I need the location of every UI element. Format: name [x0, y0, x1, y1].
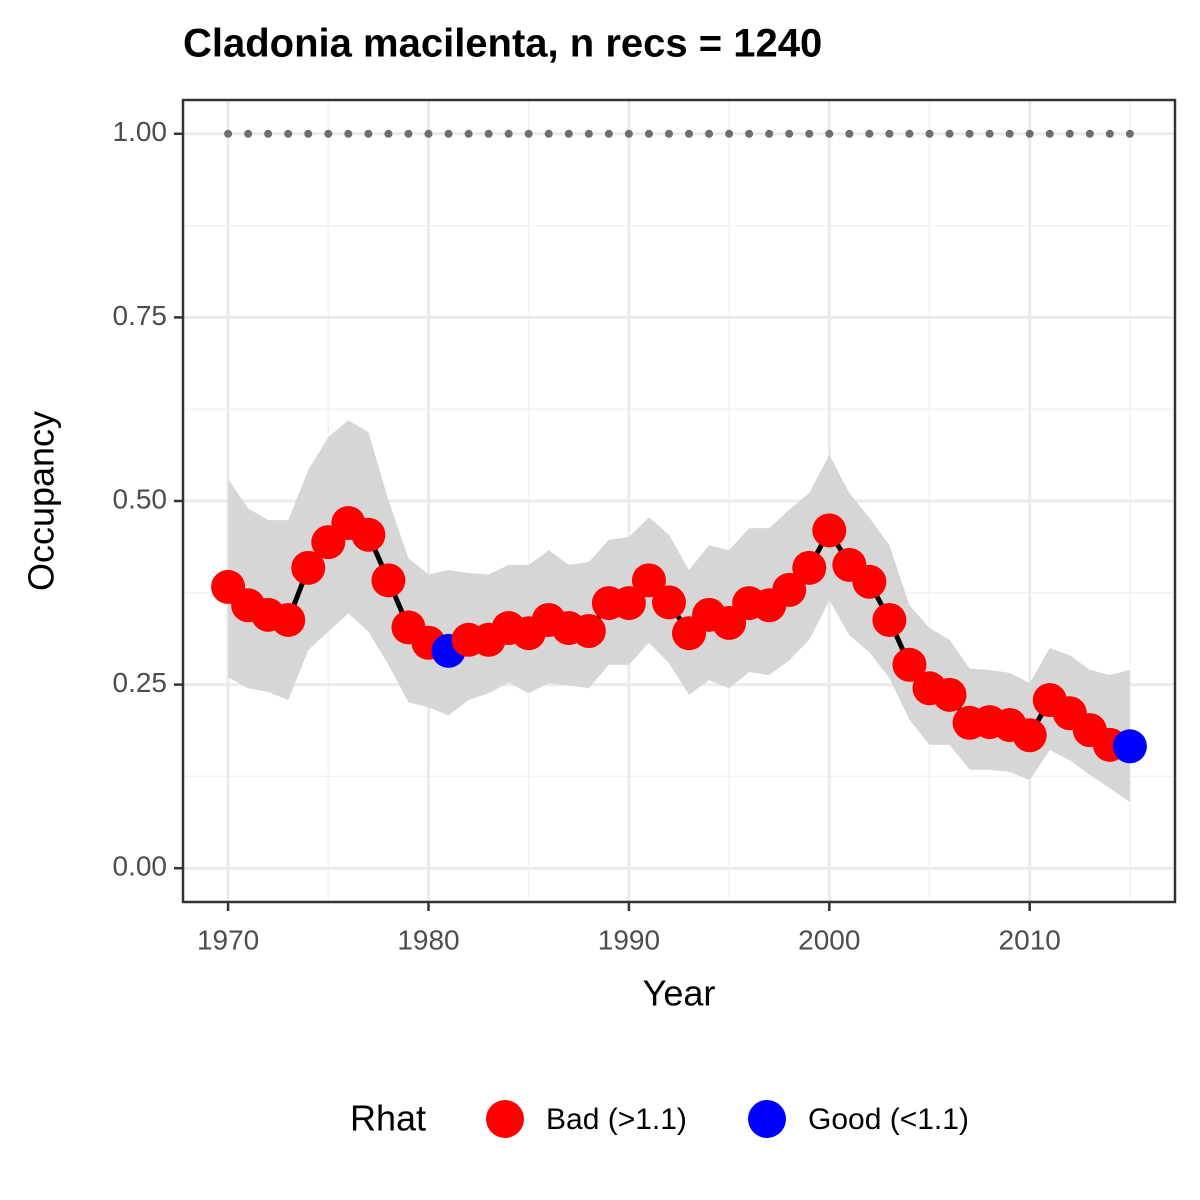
x-tick-label: 1990 — [598, 924, 660, 955]
reference-dot — [424, 129, 433, 138]
reference-dot — [1085, 129, 1094, 138]
reference-dot — [644, 129, 653, 138]
reference-dot — [845, 129, 854, 138]
legend-swatch — [748, 1100, 786, 1138]
occupancy-point — [852, 564, 887, 599]
reference-dot — [524, 129, 533, 138]
reference-dot — [885, 129, 894, 138]
reference-dot — [484, 129, 493, 138]
legend-label: Bad (>1.1) — [546, 1103, 687, 1136]
reference-dot — [765, 129, 774, 138]
reference-dot — [304, 129, 313, 138]
reference-dot — [785, 129, 794, 138]
reference-dot — [805, 129, 814, 138]
occupancy-point — [892, 647, 927, 682]
reference-dot — [544, 129, 553, 138]
reference-dot — [1065, 129, 1074, 138]
x-tick-label: 1980 — [397, 924, 459, 955]
reference-dot — [865, 129, 874, 138]
x-axis-title: Year — [643, 973, 716, 1014]
occupancy-point — [371, 563, 406, 598]
panel-border — [181, 98, 1177, 904]
occupancy-point — [611, 586, 646, 621]
x-tick-label: 2010 — [999, 924, 1061, 955]
reference-dot — [1105, 129, 1114, 138]
y-tick-label: 0.50 — [113, 483, 168, 514]
occupancy-point — [1112, 729, 1147, 764]
reference-dot — [985, 129, 994, 138]
reference-dot — [965, 129, 974, 138]
reference-dot — [504, 129, 513, 138]
reference-dot — [264, 129, 273, 138]
reference-dot — [604, 129, 613, 138]
reference-dot — [324, 129, 333, 138]
reference-dot — [905, 129, 914, 138]
reference-dot — [244, 129, 253, 138]
reference-dot — [1005, 129, 1014, 138]
y-axis-title: Occupancy — [21, 411, 62, 591]
reference-dot — [584, 129, 593, 138]
reference-dot — [1025, 129, 1034, 138]
occupancy-point — [772, 572, 807, 607]
legend-label: Good (<1.1) — [808, 1103, 969, 1136]
y-tick-label: 0.00 — [113, 851, 168, 882]
occupancy-point — [271, 602, 306, 637]
reference-dot — [344, 129, 353, 138]
occupancy-point — [631, 563, 666, 598]
reference-dot — [1045, 129, 1054, 138]
reference-dot — [384, 129, 393, 138]
x-tick-label: 2000 — [798, 924, 860, 955]
reference-dot — [925, 129, 934, 138]
y-tick-label: 1.00 — [113, 116, 168, 147]
reference-dot — [444, 129, 453, 138]
occupancy-point — [932, 677, 967, 712]
occupancy-point — [872, 602, 907, 637]
y-tick-label: 0.75 — [113, 300, 168, 331]
reference-dot — [624, 129, 633, 138]
reference-dot — [705, 129, 714, 138]
reference-dot — [364, 129, 373, 138]
reference-dot — [725, 129, 734, 138]
reference-dot — [224, 129, 233, 138]
chart-title: Cladonia macilenta, n recs = 1240 — [183, 22, 822, 66]
occupancy-point — [291, 550, 326, 585]
reference-dot — [464, 129, 473, 138]
reference-dot — [284, 129, 293, 138]
reference-dot — [664, 129, 673, 138]
legend-title: Rhat — [350, 1098, 426, 1139]
reference-dot — [564, 129, 573, 138]
reference-dot — [685, 129, 694, 138]
occupancy-point — [651, 585, 686, 620]
reference-dot — [745, 129, 754, 138]
reference-dot — [945, 129, 954, 138]
occupancy-point — [812, 513, 847, 548]
occupancy-point — [792, 550, 827, 585]
occupancy-point — [1012, 718, 1047, 753]
reference-dot — [404, 129, 413, 138]
occupancy-point — [351, 517, 386, 552]
reference-dot — [1125, 129, 1134, 138]
occupancy-point — [571, 613, 606, 648]
x-tick-label: 1970 — [197, 924, 259, 955]
legend-swatch — [486, 1100, 524, 1138]
reference-dot — [825, 129, 834, 138]
y-tick-label: 0.25 — [113, 667, 168, 698]
